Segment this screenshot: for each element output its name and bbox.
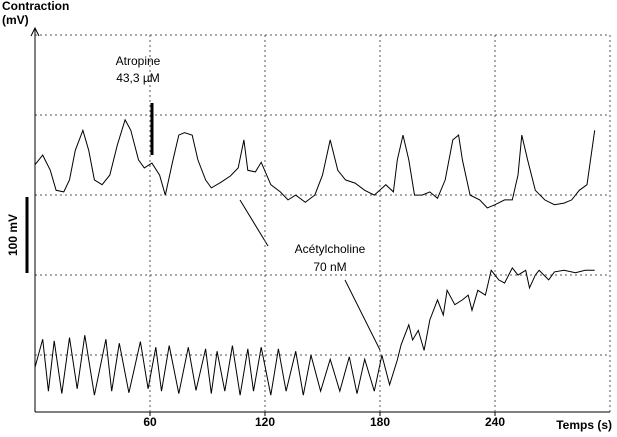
x-tick-label: 120 [255,415,275,429]
trace [34,118,596,209]
h-grid [35,34,611,412]
annotation: 43,3 µM [116,71,160,85]
y-unit: (mV) [2,13,29,27]
scale-bar-label: 100 mV [6,214,20,256]
y-arrow [30,26,40,37]
x-tick-label: 240 [485,415,505,429]
annotation: Acétylcholine [295,242,366,256]
annotation: Atropine [116,54,161,68]
trace [34,266,595,396]
x-tick-label: 180 [370,415,390,429]
x-tick-label: 60 [143,415,157,429]
pointer [344,279,381,351]
y-label: Contraction [2,0,69,13]
annotation: 70 nM [313,260,346,274]
x-label: Temps (s) [556,418,612,432]
pointer [239,199,269,247]
